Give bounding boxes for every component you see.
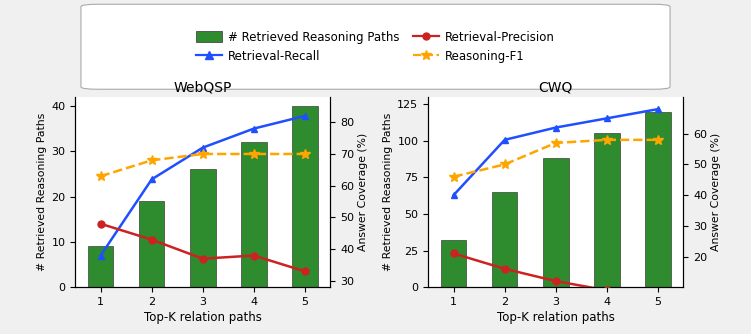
Bar: [292, 106, 318, 287]
Bar: [492, 192, 517, 287]
Y-axis label: Answer Coverage (%): Answer Coverage (%): [358, 133, 369, 251]
Y-axis label: # Retrieved Reasoning Paths: # Retrieved Reasoning Paths: [383, 113, 393, 271]
Bar: [88, 246, 113, 287]
Bar: [594, 134, 620, 287]
FancyBboxPatch shape: [81, 4, 670, 89]
Bar: [543, 158, 569, 287]
X-axis label: Top-K relation paths: Top-K relation paths: [144, 311, 261, 324]
Title: CWQ: CWQ: [538, 80, 573, 94]
Bar: [241, 142, 267, 287]
Bar: [139, 201, 164, 287]
Legend: # Retrieved Reasoning Paths, Retrieval-Recall, Retrieval-Precision, Reasoning-F1: # Retrieved Reasoning Paths, Retrieval-R…: [192, 26, 559, 67]
X-axis label: Top-K relation paths: Top-K relation paths: [497, 311, 614, 324]
Bar: [190, 169, 216, 287]
Title: WebQSP: WebQSP: [173, 80, 232, 94]
Bar: [645, 112, 671, 287]
Bar: [441, 240, 466, 287]
Y-axis label: Answer Coverage (%): Answer Coverage (%): [711, 133, 722, 251]
Y-axis label: # Retrieved Reasoning Paths: # Retrieved Reasoning Paths: [37, 113, 47, 271]
